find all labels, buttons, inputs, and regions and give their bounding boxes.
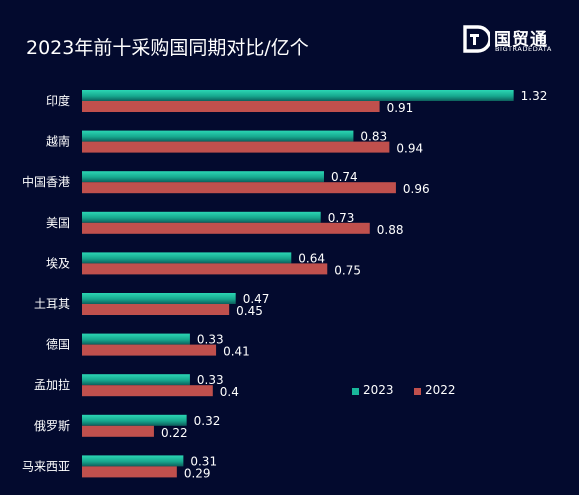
bar-2022 — [82, 101, 380, 112]
legend-label-2022: 2022 — [425, 383, 456, 397]
bar-2023 — [82, 333, 190, 345]
logo-mark-icon — [463, 25, 490, 53]
bar-2023 — [82, 252, 292, 264]
bar-2023 — [82, 293, 236, 304]
bar-2023 — [82, 90, 514, 101]
value-label-2022: 0.91 — [387, 101, 414, 115]
value-label-2023: 0.31 — [190, 454, 217, 468]
category-label: 埃及 — [46, 256, 70, 270]
category-label: 俄罗斯 — [34, 419, 70, 433]
bar-2022 — [82, 263, 328, 275]
legend-swatch-2023 — [352, 388, 359, 395]
bar-2023 — [82, 374, 190, 386]
value-label-2022: 0.29 — [184, 466, 211, 480]
bar-2022 — [82, 344, 217, 356]
value-label-2022: 0.75 — [334, 263, 361, 277]
bar-2022 — [82, 385, 213, 397]
value-label-2022: 0.94 — [396, 142, 423, 156]
bars-layer: 印度 1.32 0.91 越南 0.83 0.94 中国香港 0.74 0.96 美国 0.73 0.… — [22, 89, 547, 480]
value-label-2023: 0.33 — [197, 373, 224, 387]
value-label-2022: 0.4 — [220, 385, 239, 399]
category-label: 土耳其 — [34, 297, 70, 311]
category-label: 孟加拉 — [34, 377, 70, 392]
category-label: 德国 — [46, 337, 70, 352]
category-label: 马来西亚 — [22, 459, 70, 473]
bar-2022 — [82, 182, 396, 194]
bar-2023 — [82, 211, 321, 223]
value-label-2023: 0.73 — [328, 211, 355, 225]
value-label-2023: 1.32 — [521, 89, 548, 103]
value-label-2023: 0.47 — [243, 292, 270, 306]
value-label-2022: 0.22 — [161, 426, 188, 440]
value-label-2022: 0.96 — [403, 182, 430, 196]
value-label-2022: 0.41 — [223, 345, 250, 359]
logo-subtitle: BIGTRADEDATA — [495, 45, 552, 53]
category-label: 中国香港 — [22, 174, 70, 189]
bar-2023 — [82, 455, 184, 467]
value-label-2022: 0.88 — [377, 223, 404, 237]
value-label-2023: 0.32 — [194, 414, 221, 428]
value-label-2023: 0.33 — [197, 333, 224, 347]
bar-2023 — [82, 171, 324, 183]
value-label-2023: 0.74 — [331, 170, 358, 184]
value-label-2022: 0.45 — [236, 304, 263, 318]
value-label-2023: 0.64 — [298, 251, 325, 265]
bar-2022 — [82, 304, 230, 315]
bar-2023 — [82, 130, 354, 142]
category-label: 印度 — [46, 93, 70, 108]
legend-label-2023: 2023 — [363, 383, 394, 397]
brand-logo: 国贸通 BIGTRADEDATA — [462, 24, 572, 56]
chart-title: 2023年前十采购国同期对比/亿个 — [26, 37, 309, 59]
bar-2023 — [82, 414, 187, 426]
bar-2022 — [82, 425, 154, 437]
legend-swatch-2022 — [414, 388, 421, 395]
logo-name: 国贸通 — [494, 30, 548, 50]
bar-2022 — [82, 141, 390, 153]
category-label: 美国 — [46, 216, 70, 230]
category-label: 越南 — [46, 134, 70, 149]
bar-2022 — [82, 222, 370, 234]
value-label-2023: 0.83 — [360, 130, 387, 144]
bar-2022 — [82, 466, 177, 478]
